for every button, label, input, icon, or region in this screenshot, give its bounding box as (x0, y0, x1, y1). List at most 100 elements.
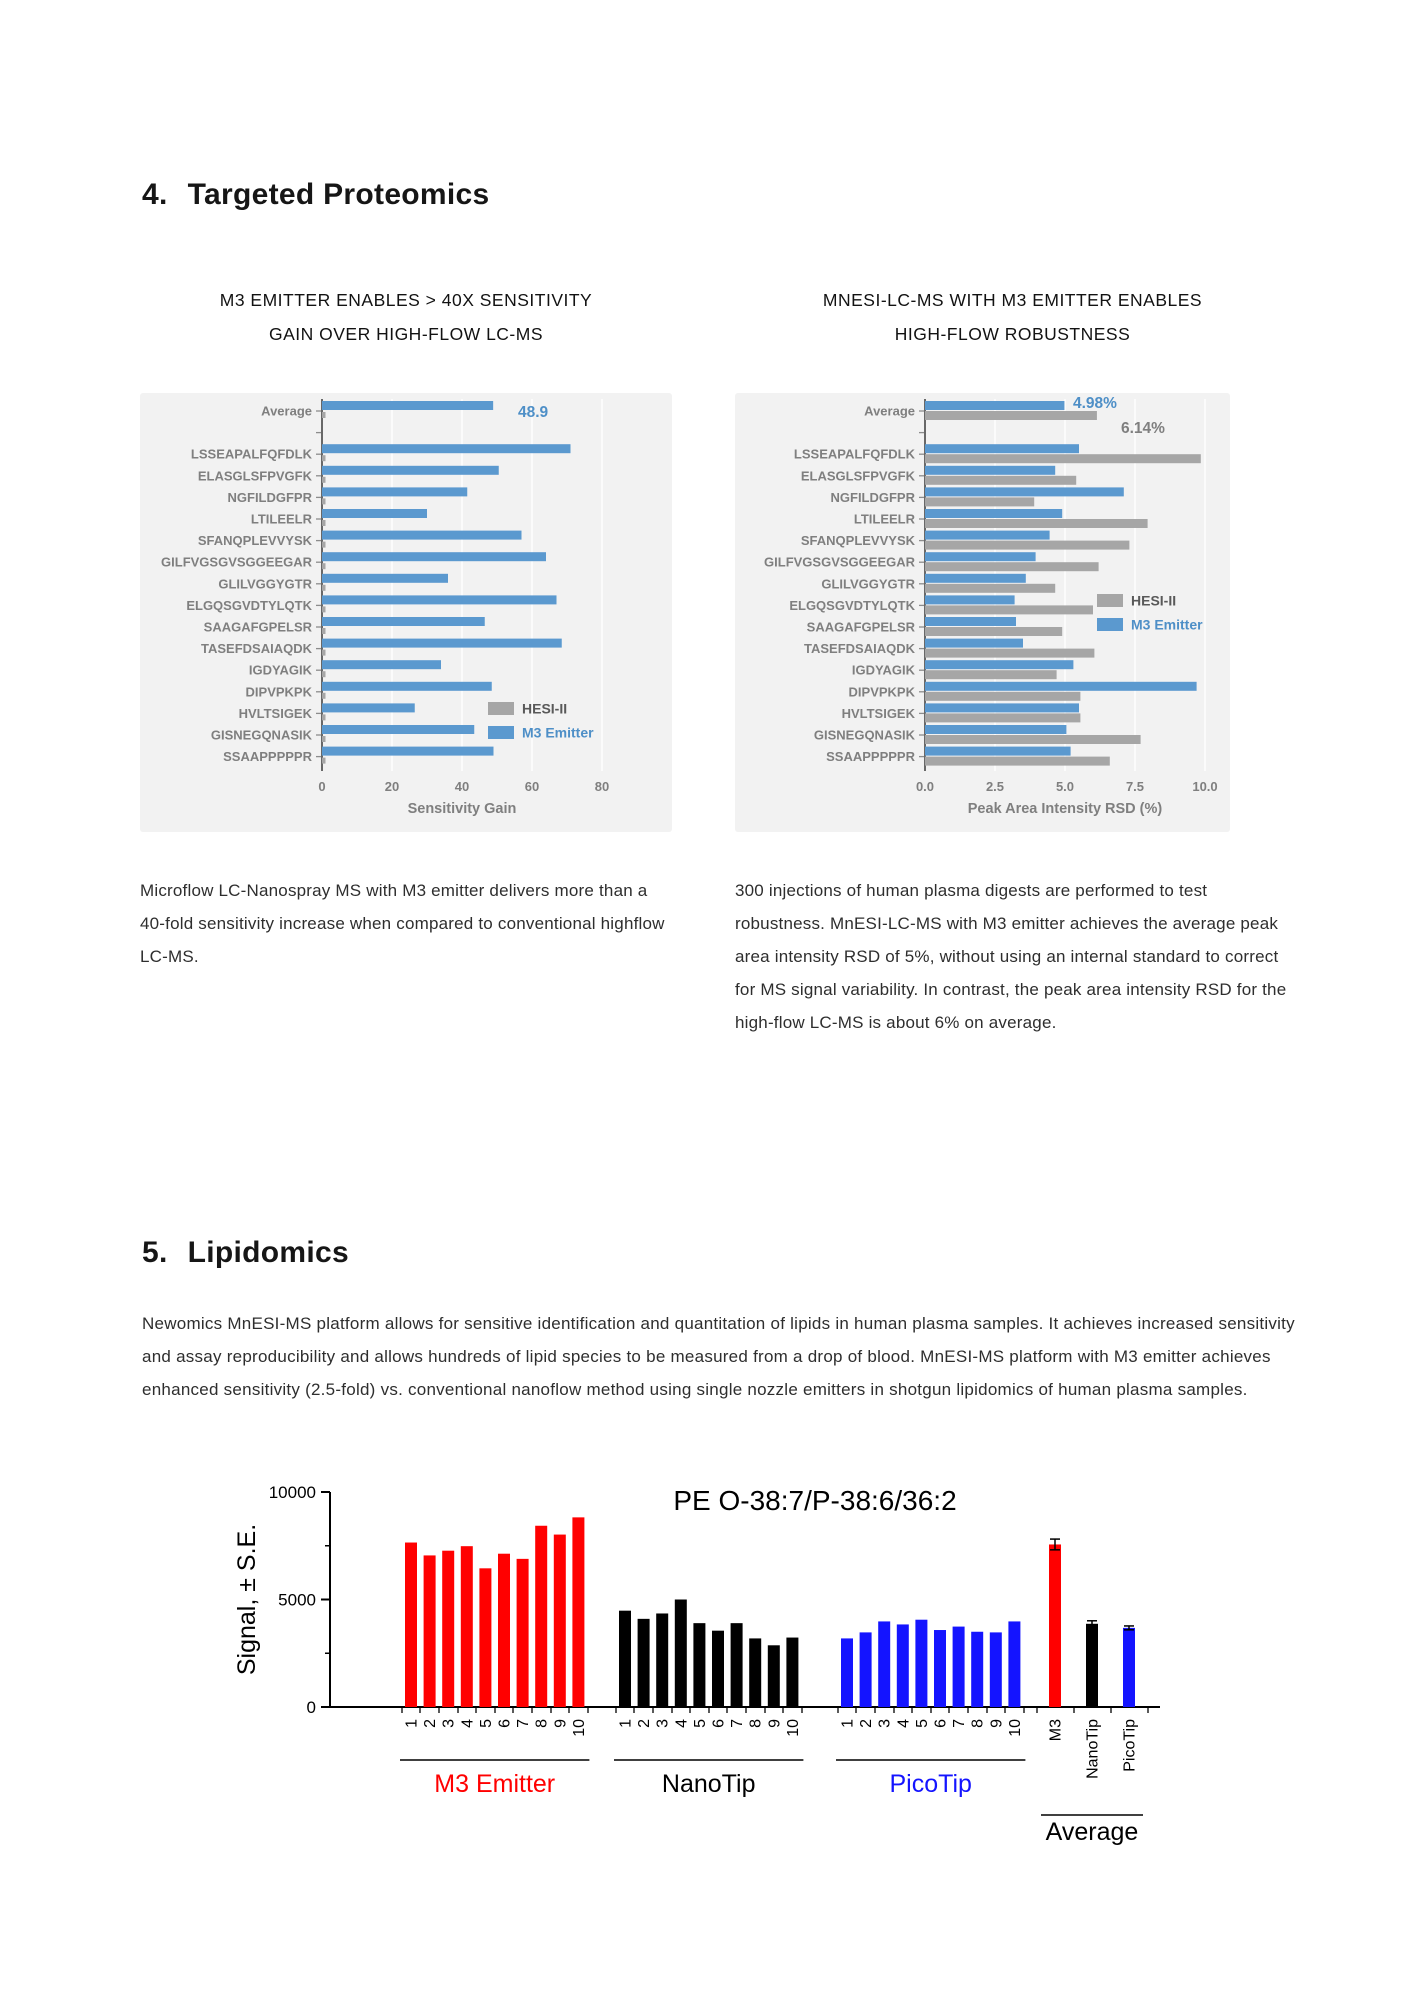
bar-hesi-ii (925, 670, 1057, 680)
bar (572, 1517, 585, 1707)
legend-label: M3 Emitter (1131, 617, 1203, 633)
x-tick-label: 0 (318, 779, 325, 794)
bar-m3-emitter (925, 573, 1026, 583)
bar-label: 4 (895, 1719, 912, 1728)
bar-hesi-ii (322, 757, 326, 764)
category-label: GISNEGQNASIK (814, 728, 916, 743)
bar-m3-emitter (925, 746, 1071, 756)
bar (498, 1553, 510, 1707)
legend-swatch (488, 726, 514, 739)
bar-label: 2 (422, 1719, 439, 1728)
bar-m3-emitter (322, 552, 546, 562)
category-label: ELGQSGVDTYLQTK (789, 598, 915, 613)
bar-hesi-ii (925, 519, 1148, 528)
bar-label: 6 (497, 1719, 514, 1728)
x-tick-label: 20 (385, 779, 399, 794)
bar-m3-emitter (925, 617, 1016, 626)
bar-m3-emitter (925, 638, 1023, 648)
bar-m3-emitter (322, 487, 468, 497)
sensitivity-chart-title-line2: GAIN OVER HIGH-FLOW LC-MS (268, 324, 544, 344)
bar (989, 1632, 1002, 1707)
category-label: GLILVGGYGTR (821, 576, 915, 591)
category-label: TASEFDSAIAQDK (201, 641, 313, 656)
sensitivity-chart-title-line1: M3 EMITTER ENABLES > 40X SENSITIVITY (219, 290, 593, 310)
x-tick-label: 7.5 (1126, 779, 1144, 794)
category-label: LSSEAPALFQFDLK (191, 447, 313, 462)
bar-hesi-ii (925, 540, 1130, 550)
bar-label: 8 (748, 1719, 765, 1728)
bar (637, 1618, 650, 1707)
targeted-proteomics-right-column: MNESI-LC-MS WITH M3 EMITTER ENABLES HIGH… (735, 283, 1290, 1056)
bar-hesi-ii (322, 584, 326, 591)
bar-hesi-ii (322, 736, 326, 742)
bar-m3-emitter (322, 638, 562, 648)
bar-hesi-ii (322, 671, 326, 678)
bar-m3-emitter (322, 595, 557, 605)
x-tick-label: 80 (595, 779, 609, 794)
x-tick-label: 5.0 (1056, 779, 1074, 794)
bar-hesi-ii (925, 735, 1141, 744)
category-label: Average (261, 404, 312, 419)
section-5-heading: 5. Lipidomics (142, 1236, 349, 1270)
robustness-caption: 300 injections of human plasma digests a… (735, 881, 1287, 1032)
x-tick-label: 40 (455, 779, 469, 794)
bar (767, 1645, 780, 1707)
bar-hesi-ii (925, 411, 1097, 420)
bar-label: 10 (571, 1719, 588, 1737)
bar-hesi-ii (322, 476, 326, 483)
bar-hesi-ii (322, 692, 326, 699)
sensitivity-caption: Microflow LC-Nanospray MS with M3 emitte… (140, 881, 665, 966)
category-label: LSSEAPALFQFDLK (794, 447, 916, 462)
legend-swatch (1097, 594, 1123, 607)
bar (730, 1623, 743, 1707)
bar (693, 1623, 706, 1707)
bar-label: 7 (951, 1719, 968, 1728)
bar-hesi-ii (322, 412, 326, 418)
category-label: IGDYAGIK (249, 663, 313, 678)
chart-title: PE O-38:7/P-38:6/36:2 (673, 1485, 956, 1516)
bar (442, 1550, 455, 1707)
bar-m3-emitter (322, 681, 492, 691)
bar-m3-emitter (322, 746, 494, 756)
group-label: M3 Emitter (434, 1770, 555, 1798)
x-axis-label: Peak Area Intensity RSD (%) (968, 801, 1163, 817)
value-annotation: 48.9 (518, 404, 549, 421)
bar (1008, 1621, 1021, 1707)
bar-m3-emitter (322, 444, 571, 454)
category-label: NGFILDGFPR (831, 490, 916, 505)
bar-label: 9 (988, 1719, 1005, 1728)
bar-hesi-ii (925, 627, 1063, 636)
bar-hesi-ii (925, 691, 1081, 701)
category-label: SFANQPLEVVYSK (801, 533, 916, 548)
bar (934, 1630, 946, 1707)
bar (1086, 1623, 1098, 1707)
bar (674, 1599, 687, 1707)
bar-m3-emitter (925, 401, 1065, 410)
category-label: LTILEELR (251, 512, 313, 527)
bar-m3-emitter (322, 401, 494, 410)
y-tick-label: 0 (307, 1698, 316, 1717)
lipidomics-signal-chart: 0 5000 10000 Signal, ± S.E. PE O-38:7/P-38:6… (233, 1483, 1160, 1846)
bar-label: 3 (655, 1719, 672, 1728)
sensitivity-gain-chart-panel: 0 20 40 60 80 Average LSSEAPALFQFDLK ELASGLSFPV… (140, 393, 672, 832)
bar-m3-emitter (925, 444, 1079, 454)
bar (878, 1621, 891, 1707)
bar (1123, 1627, 1135, 1707)
bar-label: 5 (692, 1719, 709, 1728)
category-label: Average (864, 404, 915, 419)
bar-hesi-ii (925, 454, 1201, 464)
bar-m3-emitter (925, 530, 1050, 540)
category-label: SAAGAFGPELSR (807, 620, 916, 635)
lipidomics-signal-chart-block: 0 5000 10000 Signal, ± S.E. PE O-38:7/P-38:6… (225, 1442, 1185, 1867)
category-label: DIPVPKPK (849, 684, 916, 699)
bar-label: 4 (673, 1719, 690, 1728)
bar-m3-emitter (925, 552, 1036, 562)
bar-label: 1 (404, 1719, 421, 1728)
peak-area-rsd-chart: 0.0 2.5 5.0 7.5 10.0 Average LSSEAPALFQFDLK ELA… (764, 395, 1218, 817)
category-label: SFANQPLEVVYSK (198, 533, 313, 548)
bar-label: NanoTip (1085, 1719, 1102, 1779)
value-annotation: 4.98% (1073, 395, 1117, 412)
y-tick-label: 5000 (278, 1591, 316, 1610)
bar-label: 5 (478, 1719, 495, 1728)
bar-hesi-ii (925, 648, 1095, 658)
